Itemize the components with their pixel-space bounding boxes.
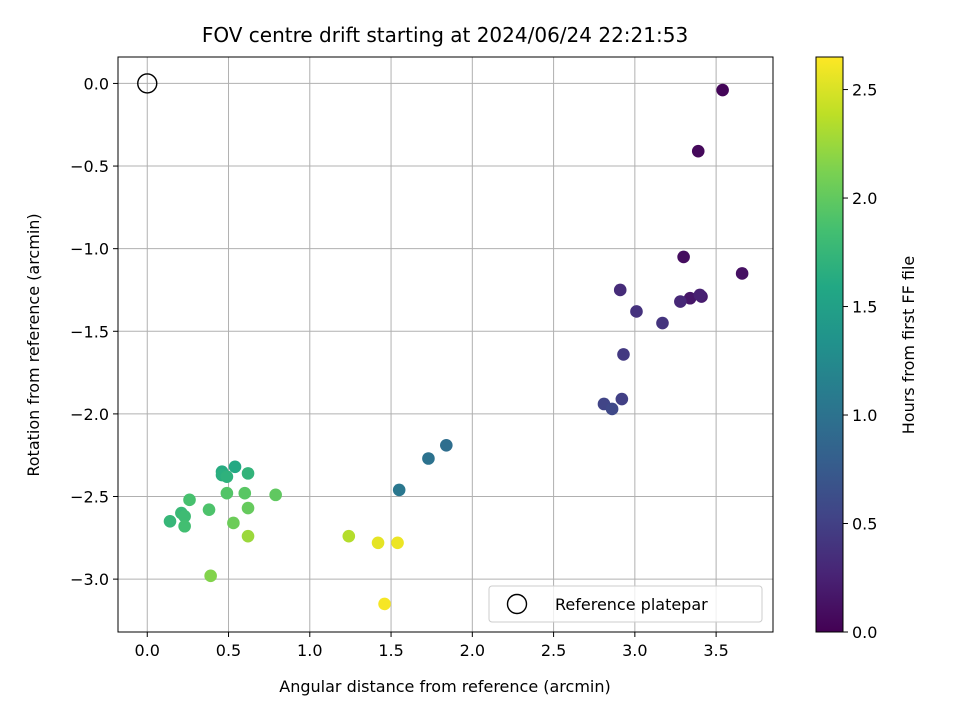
data-point: [617, 348, 630, 361]
data-point: [269, 488, 282, 502]
data-point: [391, 536, 404, 550]
colorbar-tick-label: 1.0: [852, 406, 877, 425]
colorbar-tick-label: 0.0: [852, 623, 877, 642]
reference-marker: [137, 73, 158, 94]
data-point: [605, 402, 619, 416]
plot-frame: [117, 56, 774, 633]
y-tick-label: −0.5: [70, 157, 109, 176]
legend-marker-reference: [506, 593, 528, 615]
data-point: [227, 516, 240, 530]
x-tick-label: 3.5: [703, 641, 728, 660]
colorbar-tick-label: 0.5: [852, 515, 877, 534]
data-point: [178, 519, 191, 533]
data-point: [241, 529, 255, 543]
y-tick-label: −1.5: [70, 322, 109, 341]
data-point: [716, 83, 729, 97]
x-tick-label: 0.0: [135, 641, 160, 660]
data-point: [693, 288, 707, 302]
x-tick-label: 1.0: [297, 641, 322, 660]
data-point: [163, 514, 177, 528]
data-point: [220, 486, 234, 500]
grid: [118, 57, 773, 632]
data-point: [228, 460, 242, 474]
data-point: [204, 569, 217, 583]
reference-platepar-marker: [137, 73, 158, 94]
data-point: [683, 291, 697, 305]
y-axis-label: Rotation from reference (arcmin): [24, 213, 43, 476]
data-point: [691, 144, 705, 158]
colorbar-tick-label: 2.0: [852, 189, 877, 208]
data-point: [615, 392, 629, 406]
x-tick-label: 1.5: [378, 641, 403, 660]
y-tick-label: −3.0: [70, 570, 109, 589]
data-point: [202, 503, 216, 517]
colorbar: 0.0 0.5 1.0 1.5 2.0 2.5 Hours from first FF f…: [815, 56, 918, 642]
data-point: [440, 438, 453, 452]
x-tick-label: 3.0: [622, 641, 647, 660]
y-tick-label: −1.0: [70, 240, 109, 259]
data-point: [677, 250, 690, 264]
data-point: [183, 493, 196, 507]
data-point: [378, 597, 391, 611]
data-point: [656, 316, 669, 330]
data-point: [178, 510, 191, 523]
data-point: [220, 470, 234, 483]
chart-title: FOV centre drift starting at 2024/06/24 …: [202, 23, 688, 47]
data-point: [342, 529, 356, 543]
x-axis-ticks: 0.0 0.5 1.0 1.5 2.0 2.5 3.0 3.5: [135, 632, 729, 660]
colorbar-tick-label: 2.5: [852, 81, 877, 100]
x-tick-label: 2.5: [541, 641, 566, 660]
x-axis-label: Angular distance from reference (arcmin): [279, 677, 610, 696]
data-point: [630, 305, 643, 318]
legend: Reference platepar: [488, 585, 763, 623]
data-point: [371, 536, 385, 550]
data-points: [163, 83, 749, 611]
colorbar-tick-label: 1.5: [852, 298, 877, 317]
legend-box: [488, 585, 763, 623]
y-tick-label: −2.0: [70, 405, 109, 424]
y-tick-label: −2.5: [70, 488, 109, 507]
data-point: [238, 486, 252, 500]
y-axis-ticks: 0.0 −0.5 −1.0 −1.5 −2.0 −2.5 −3.0: [70, 74, 118, 589]
colorbar-gradient: [815, 56, 844, 633]
x-tick-label: 2.0: [460, 641, 485, 660]
data-point: [735, 267, 749, 280]
data-point: [392, 483, 406, 497]
data-point: [674, 295, 687, 308]
data-point: [241, 501, 255, 515]
data-point: [241, 467, 255, 480]
data-point: [613, 283, 627, 297]
colorbar-label: Hours from first FF file: [899, 256, 918, 435]
legend-label-reference: Reference platepar: [555, 595, 708, 614]
colorbar-ticks: 0.0 0.5 1.0 1.5 2.0 2.5: [843, 81, 877, 642]
y-tick-label: 0.0: [84, 74, 109, 93]
x-tick-label: 0.5: [216, 641, 241, 660]
data-point: [422, 452, 435, 465]
